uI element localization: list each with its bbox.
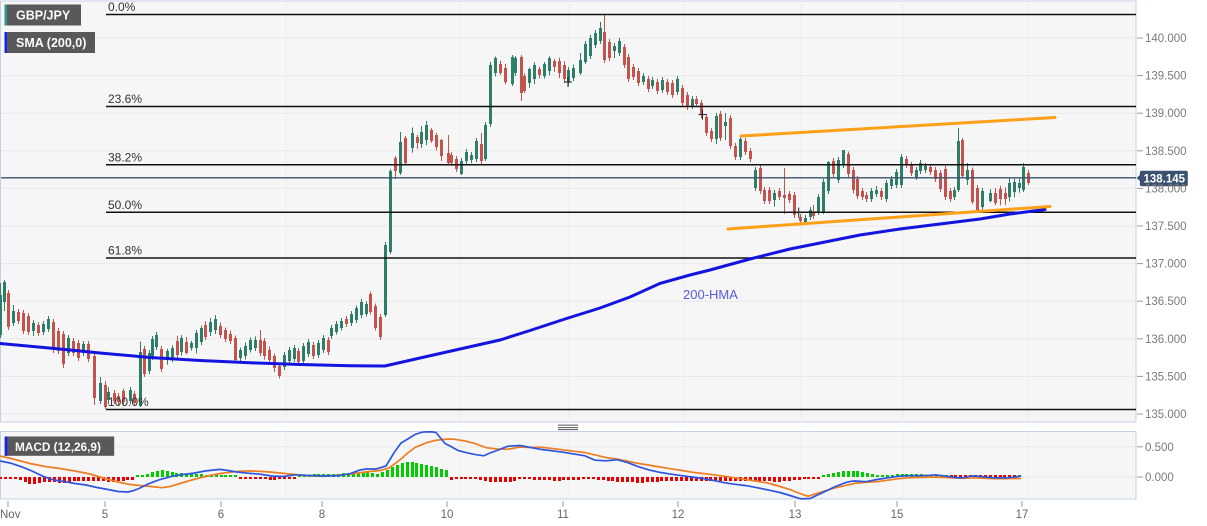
svg-text:8: 8 — [319, 509, 325, 521]
svg-text:135.500: 135.500 — [1145, 371, 1187, 383]
svg-text:139.500: 139.500 — [1145, 71, 1187, 83]
svg-text:0.0%: 0.0% — [108, 0, 136, 14]
svg-text:SMA (200,0): SMA (200,0) — [16, 36, 86, 50]
svg-text:11: 11 — [557, 509, 569, 521]
svg-text:10: 10 — [441, 509, 454, 521]
svg-text:138.145: 138.145 — [1144, 173, 1186, 185]
svg-text:17: 17 — [1016, 509, 1029, 521]
svg-text:135.000: 135.000 — [1145, 409, 1187, 421]
svg-text:137.000: 137.000 — [1145, 259, 1187, 271]
svg-text:15: 15 — [891, 509, 904, 521]
svg-text:0.500: 0.500 — [1145, 442, 1174, 454]
svg-text:200-HMA: 200-HMA — [683, 287, 738, 302]
svg-text:138.500: 138.500 — [1145, 146, 1187, 158]
svg-text:140.000: 140.000 — [1145, 33, 1187, 45]
svg-text:Nov: Nov — [0, 509, 21, 521]
svg-text:0.000: 0.000 — [1145, 472, 1174, 484]
svg-text:138.000: 138.000 — [1145, 183, 1187, 195]
svg-text:136.500: 136.500 — [1145, 296, 1187, 308]
svg-text:13: 13 — [789, 509, 802, 521]
svg-text:6: 6 — [218, 509, 224, 521]
svg-text:GBP/JPY: GBP/JPY — [16, 9, 71, 23]
svg-text:MACD (12,26,9): MACD (12,26,9) — [15, 440, 101, 454]
svg-text:139.000: 139.000 — [1145, 108, 1187, 120]
svg-text:137.500: 137.500 — [1145, 221, 1187, 233]
svg-text:23.6%: 23.6% — [108, 92, 142, 106]
svg-text:100.0%: 100.0% — [108, 395, 149, 409]
svg-text:5: 5 — [102, 509, 108, 521]
svg-text:136.000: 136.000 — [1145, 334, 1187, 346]
svg-text:50.0%: 50.0% — [108, 198, 142, 212]
svg-text:61.8%: 61.8% — [108, 244, 142, 258]
svg-text:12: 12 — [672, 509, 685, 521]
svg-text:38.2%: 38.2% — [108, 150, 142, 164]
